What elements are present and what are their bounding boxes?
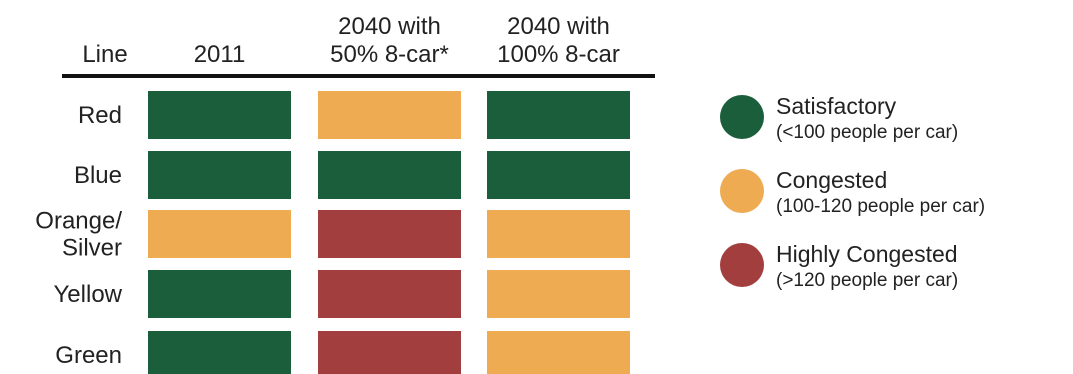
cell-r3-c2 [318,210,461,258]
column-header-2: 50% 8-car* [330,41,449,68]
column-header-3: 2040 with [507,13,610,40]
row-label-3: Orange/ [35,208,122,235]
legend-swatch-satisfactory [720,95,764,139]
legend-label-congested: Congested [776,167,887,193]
cell-r4-c3 [487,270,630,318]
legend-label-satisfactory: Satisfactory [776,93,897,119]
cell-r3-c3 [487,210,630,258]
cell-r2-c1 [148,151,291,199]
row-label-1: Red [78,102,122,129]
row-label-4: Yellow [54,281,123,308]
row-label-3: Silver [62,235,122,262]
cell-r5-c2 [318,331,461,374]
cell-r1-c2 [318,91,461,139]
cell-r1-c3 [487,91,630,139]
column-header-1: 2011 [194,41,246,68]
legend-sublabel-satisfactory: (<100 people per car) [776,122,958,143]
cell-r5-c1 [148,331,291,374]
column-header-2: 2040 with [338,13,441,40]
cell-r2-c3 [487,151,630,199]
cell-r4-c2 [318,270,461,318]
cell-r1-c1 [148,91,291,139]
cell-r3-c1 [148,210,291,258]
cell-r2-c2 [318,151,461,199]
column-header-3: 100% 8-car [497,41,620,68]
legend-label-highly_congested: Highly Congested [776,241,958,267]
row-label-2: Blue [74,162,122,189]
row-label-5: Green [55,342,122,369]
row-header-label: Line [82,41,127,68]
cell-r4-c1 [148,270,291,318]
legend-swatch-congested [720,169,764,213]
legend-sublabel-congested: (100-120 people per car) [776,196,985,217]
cell-r5-c3 [487,331,630,374]
legend-sublabel-highly_congested: (>120 people per car) [776,270,958,291]
legend-swatch-highly_congested [720,243,764,287]
